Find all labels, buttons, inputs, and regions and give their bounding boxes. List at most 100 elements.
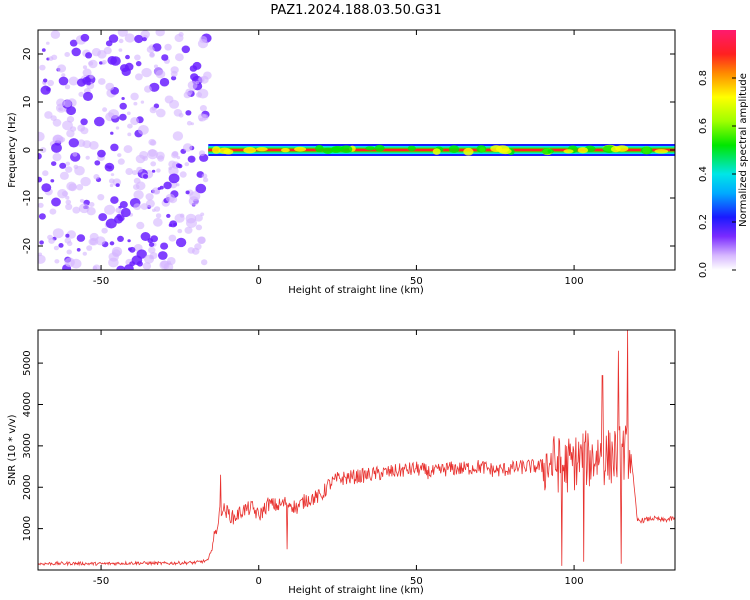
- noise-blob: [83, 91, 93, 101]
- noise-blob: [94, 116, 105, 127]
- x-tick-label: -50: [93, 276, 109, 287]
- noise-blob: [54, 259, 60, 264]
- band-speck: [374, 144, 385, 152]
- noise-blob: [108, 178, 115, 184]
- noise-blob: [101, 60, 107, 65]
- band-speck: [577, 147, 589, 154]
- noise-blob: [195, 224, 203, 231]
- noise-blob: [119, 113, 127, 121]
- snr-series-line: [38, 330, 675, 567]
- noise-blob: [136, 249, 147, 259]
- y-tick-label: 1000: [22, 516, 33, 541]
- noise-blob: [140, 203, 149, 210]
- noise-blob: [168, 166, 179, 176]
- noise-blob: [127, 247, 132, 251]
- noise-blob: [110, 131, 114, 135]
- band-speck: [448, 145, 460, 153]
- noise-blob: [48, 237, 55, 244]
- noise-blob: [152, 208, 156, 212]
- band-speck: [476, 145, 487, 153]
- snr-y-ticks: 1000 2000 3000 4000 5000: [22, 350, 675, 541]
- noise-blob: [185, 190, 190, 195]
- noise-blob: [201, 259, 208, 266]
- noise-blob: [97, 194, 105, 201]
- noise-blob: [119, 201, 128, 209]
- colorbar-tick-label: 0.2: [698, 214, 709, 230]
- noise-blob: [72, 206, 81, 214]
- noise-blob: [147, 238, 154, 244]
- noise-blob: [144, 254, 154, 264]
- noise-blob: [102, 107, 108, 112]
- x-tick-label: 50: [410, 576, 423, 587]
- noise-blob: [148, 242, 155, 248]
- noise-blob: [41, 183, 52, 193]
- noise-blob: [115, 183, 120, 188]
- noise-blob: [153, 217, 163, 227]
- noise-blob: [174, 213, 185, 223]
- noise-blob: [140, 232, 151, 241]
- noise-blob: [43, 78, 48, 83]
- noise-blob: [94, 160, 101, 166]
- noise-blob: [164, 43, 172, 51]
- noise-blob: [157, 155, 165, 162]
- noise-blob: [66, 249, 72, 255]
- band-speck: [330, 146, 342, 154]
- noise-blob: [201, 173, 208, 179]
- noise-blob: [175, 53, 184, 62]
- noise-blob: [155, 69, 166, 79]
- noise-blob: [201, 114, 209, 121]
- noise-blob: [78, 91, 84, 97]
- x-tick-label: 0: [256, 576, 262, 587]
- colorbar-tick-label: 0.0: [698, 262, 709, 278]
- noise-blob: [58, 243, 64, 248]
- noise-blob: [159, 185, 164, 190]
- noise-blob: [64, 257, 75, 268]
- noise-blob: [195, 80, 200, 85]
- noise-blob: [51, 197, 61, 207]
- noise-blob: [101, 227, 108, 234]
- noise-blob: [168, 173, 180, 184]
- noise-blob: [64, 84, 71, 90]
- noise-blob: [132, 170, 138, 176]
- y-tick-label: 20: [22, 48, 33, 61]
- noise-blob: [196, 92, 202, 98]
- band-speck: [463, 147, 474, 156]
- noise-blob: [133, 190, 144, 200]
- noise-blob: [151, 169, 156, 173]
- noise-blob: [38, 213, 46, 220]
- noise-blob: [97, 50, 107, 59]
- noise-blob: [134, 54, 141, 61]
- noise-blob: [159, 77, 170, 87]
- noise-blob: [61, 73, 66, 78]
- noise-blob: [120, 207, 131, 218]
- noise-blob: [166, 213, 171, 218]
- band-speck: [294, 146, 307, 152]
- noise-blob: [117, 158, 125, 165]
- noise-blob: [153, 64, 159, 69]
- noise-blob: [86, 207, 96, 216]
- noise-blob: [51, 161, 57, 167]
- band-speck: [432, 148, 441, 155]
- noise-blob: [58, 76, 69, 86]
- noise-blob: [80, 176, 91, 187]
- noise-blob: [41, 48, 46, 52]
- noise-blob: [64, 52, 70, 57]
- noise-blob: [82, 251, 88, 256]
- noise-blob: [86, 81, 91, 86]
- noise-blob: [136, 166, 143, 173]
- noise-blob: [57, 189, 68, 199]
- noise-blob: [127, 123, 133, 129]
- noise-blob: [65, 233, 70, 238]
- figure-title: PAZ1.2024.188.03.50.G31: [270, 3, 441, 18]
- noise-blob: [119, 102, 127, 110]
- noise-blob: [147, 149, 159, 160]
- x-tick-label: 0: [256, 276, 262, 287]
- noise-blob: [142, 174, 149, 179]
- noise-blob: [105, 82, 115, 91]
- noise-blob: [71, 47, 81, 57]
- noise-blob: [135, 61, 142, 67]
- band-speck: [223, 149, 234, 155]
- noise-blob: [169, 99, 180, 109]
- noise-blob: [68, 76, 79, 86]
- band-speck: [654, 149, 669, 154]
